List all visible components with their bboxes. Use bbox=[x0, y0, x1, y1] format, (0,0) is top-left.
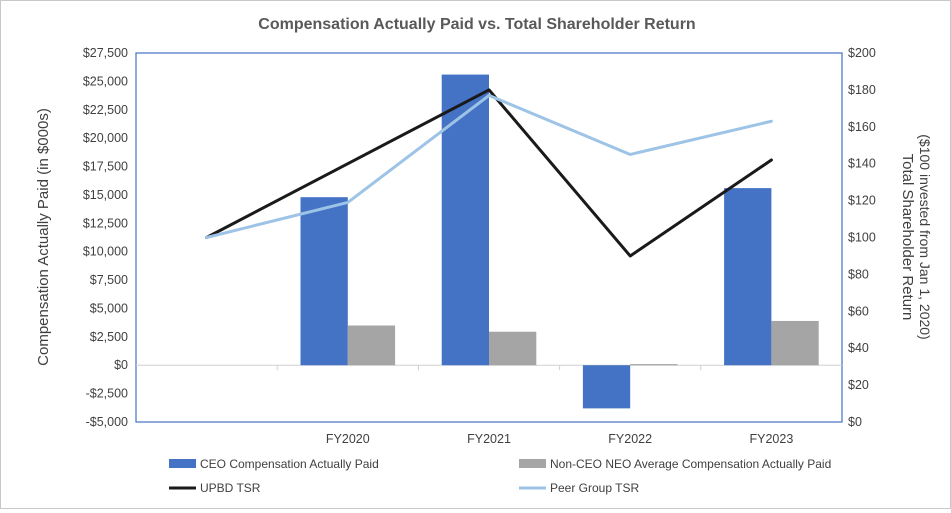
y-axis-title: Compensation Actually Paid (in $000s) bbox=[35, 108, 52, 366]
bar-ceo bbox=[441, 74, 489, 366]
y2-tick-label: $100 bbox=[848, 231, 876, 245]
bar-ceo bbox=[582, 365, 631, 409]
y2-tick-label: $80 bbox=[848, 267, 869, 281]
y2-tick-label: $20 bbox=[848, 378, 869, 392]
y-tick-label: $15,000 bbox=[83, 188, 128, 202]
bar-neo bbox=[630, 364, 678, 366]
lines-layer bbox=[205, 88, 773, 258]
y2-tick-label: $0 bbox=[848, 415, 862, 429]
x-axis: FY2020 FY2021 FY2022 FY2023 bbox=[326, 432, 793, 446]
y-axis-right: $200 $180 $160 $140 $120 $100 $80 $60 $40 $20 $0 bbox=[848, 46, 876, 429]
chart-title: Compensation Actually Paid vs. Total Sha… bbox=[258, 16, 695, 33]
y2-tick-label: $160 bbox=[848, 120, 876, 134]
y2-tick-label: $140 bbox=[848, 157, 876, 171]
y2-axis-title-line1: Total Shareholder Return bbox=[899, 154, 916, 321]
y2-tick-label: $40 bbox=[848, 341, 869, 355]
bars-layer bbox=[300, 74, 819, 409]
y-tick-label: $0 bbox=[114, 358, 128, 372]
y-tick-label: $17,500 bbox=[83, 160, 128, 174]
y-tick-label: $5,000 bbox=[90, 301, 128, 315]
y2-tick-label: $120 bbox=[848, 194, 876, 208]
legend-swatch-ceo bbox=[169, 459, 196, 468]
y-tick-label: $25,000 bbox=[83, 74, 128, 88]
y2-tick-label: $200 bbox=[848, 46, 876, 60]
bar-ceo bbox=[724, 188, 772, 366]
bar-neo bbox=[489, 331, 537, 366]
line-peer bbox=[205, 93, 773, 239]
legend-label-peer: Peer Group TSR bbox=[550, 481, 639, 495]
y-tick-label: $20,000 bbox=[83, 131, 128, 145]
y-tick-label: $12,500 bbox=[83, 216, 128, 230]
legend-label-neo: Non-CEO NEO Average Compensation Actuall… bbox=[550, 457, 831, 471]
legend: CEO Compensation Actually Paid Non-CEO N… bbox=[169, 457, 831, 495]
x-tick-label: FY2022 bbox=[608, 432, 652, 446]
x-tick-label: FY2023 bbox=[750, 432, 794, 446]
x-tick-label: FY2021 bbox=[467, 432, 511, 446]
y-tick-label: $22,500 bbox=[83, 103, 128, 117]
y-tick-label: -$5,000 bbox=[86, 415, 128, 429]
y-tick-label: $27,500 bbox=[83, 46, 128, 60]
y-tick-label: $7,500 bbox=[90, 273, 128, 287]
x-tick-label: FY2020 bbox=[326, 432, 370, 446]
y-tick-label: -$2,500 bbox=[86, 387, 128, 401]
y-tick-label: $2,500 bbox=[90, 330, 128, 344]
y2-axis-title-line2: ($100 invested from Jan 1, 2020) bbox=[917, 134, 933, 339]
legend-label-ceo: CEO Compensation Actually Paid bbox=[200, 457, 379, 471]
bar-neo bbox=[347, 325, 396, 366]
legend-swatch-neo bbox=[519, 459, 546, 468]
legend-label-upbd: UPBD TSR bbox=[200, 481, 261, 495]
line-upbd bbox=[205, 88, 773, 258]
bar-ceo bbox=[300, 197, 348, 366]
y2-tick-label: $180 bbox=[848, 83, 876, 97]
bar-neo bbox=[771, 320, 819, 366]
y2-tick-label: $60 bbox=[848, 304, 869, 318]
y-axis-left: $27,500 $25,000 $22,500 $20,000 $17,500 $15,0… bbox=[83, 46, 128, 429]
y-tick-label: $10,000 bbox=[83, 245, 128, 259]
